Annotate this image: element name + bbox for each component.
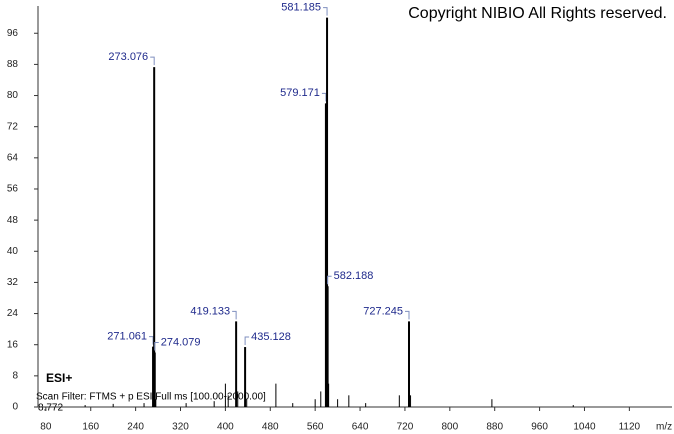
- label-bracket: [244, 336, 250, 346]
- x-tick-label: 80: [40, 422, 52, 433]
- x-tick-label: 160: [82, 422, 99, 433]
- y-tick-label: 56: [7, 184, 19, 195]
- x-tick-label: 880: [486, 422, 503, 433]
- y-tick-label: 72: [7, 121, 19, 132]
- peak-label: 274.079: [161, 336, 201, 348]
- x-tick-label: 640: [352, 422, 369, 433]
- x-tick-label: 400: [217, 422, 234, 433]
- peak-label: 273.076: [108, 51, 148, 63]
- x-tick-label: 480: [262, 422, 279, 433]
- label-bracket: [150, 56, 155, 66]
- x-tick-label: 240: [127, 422, 144, 433]
- y-tick-label: 96: [7, 28, 19, 39]
- x-tick-label: 720: [397, 422, 414, 433]
- label-bracket: [321, 92, 327, 102]
- scan-filter: Scan Filter: FTMS + p ESI Full ms [100.0…: [36, 392, 266, 403]
- x-tick-label: 960: [531, 422, 548, 433]
- y-tick-label: 24: [7, 308, 19, 319]
- x-tick-label: 320: [172, 422, 189, 433]
- peak-label: 727.245: [363, 305, 403, 317]
- label-bracket: [149, 336, 154, 345]
- label-bracket: [327, 275, 332, 285]
- y-tick-label: 8: [12, 370, 18, 381]
- y-tick-label: 16: [7, 339, 19, 350]
- peak-label: 582.188: [334, 270, 374, 282]
- peak-label: 419.133: [190, 305, 230, 317]
- peak-label: 579.171: [280, 87, 320, 99]
- label-bracket: [404, 310, 410, 320]
- label-bracket: [323, 7, 328, 16]
- y-tick-label: 40: [7, 246, 19, 257]
- peak-label: 435.128: [251, 331, 291, 343]
- x-tick-label: 1040: [573, 422, 596, 433]
- ionization: ESI+: [46, 371, 72, 385]
- copyright: Copyright NIBIO All Rights reserved.: [408, 5, 667, 22]
- peak-label: 271.061: [107, 331, 147, 343]
- y-tick-label: 32: [7, 277, 19, 288]
- x-axis-label: m/z: [656, 422, 672, 433]
- x-tick-label: 800: [441, 422, 458, 433]
- peak-label: 581.185: [281, 2, 321, 14]
- y-tick-label: 0: [12, 402, 18, 413]
- y-tick-label: 64: [7, 152, 19, 163]
- x-tick-label: 1120: [619, 422, 641, 433]
- x-tick-label: 560: [307, 422, 324, 433]
- y-tick-label: 88: [7, 59, 19, 70]
- y-tick-label: 48: [7, 215, 19, 226]
- label-bracket: [232, 310, 237, 320]
- label-bracket: [154, 341, 159, 351]
- retention-time: 8.772: [38, 403, 63, 414]
- y-tick-label: 80: [7, 90, 19, 101]
